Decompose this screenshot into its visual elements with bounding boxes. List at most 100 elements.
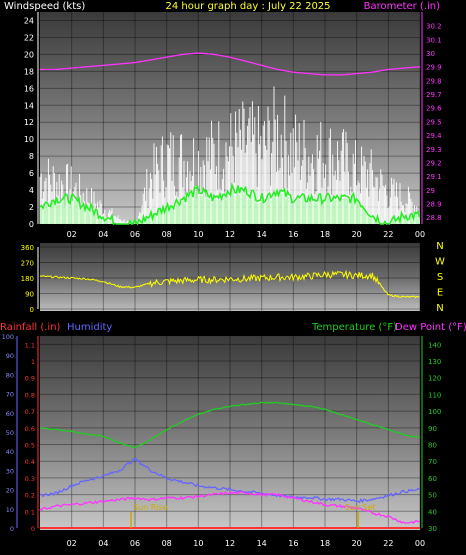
- x-tick-label: 16: [288, 539, 298, 548]
- humidity-tick-label: 70: [6, 391, 14, 399]
- wind-avg-fill: [39, 189, 420, 224]
- windspeed-tick-label: 10: [24, 135, 34, 144]
- windspeed-tick-label: 20: [24, 50, 34, 59]
- temperature-axis: 30 40 50 60 70 80 90 100 110 120 130 140: [421, 336, 441, 533]
- barometer-tick-label: 29.7: [426, 91, 442, 99]
- rainfall-tick-label: 0.6: [25, 425, 35, 433]
- temp-x-axis: 02 04 06 08 10 12 14 16 18 20 22 00: [67, 539, 426, 548]
- barometer-tick-label: 29.4: [426, 132, 442, 140]
- windspeed-tick-label: 12: [24, 118, 34, 127]
- direction-tick-label: 360: [21, 244, 34, 252]
- x-tick-label: 14: [257, 230, 267, 239]
- windspeed-label: Windspeed (kts): [4, 1, 85, 12]
- windspeed-tick-label: 14: [24, 101, 34, 110]
- x-tick-label: 12: [225, 230, 235, 239]
- temp-panel-grid: [40, 336, 421, 529]
- direction-panel-marks: [39, 269, 420, 299]
- humidity-tick-label: 40: [6, 448, 14, 456]
- x-tick-label: 02: [67, 230, 77, 239]
- barometer-tick-label: 29.2: [426, 159, 442, 167]
- direction-panel-grid: [40, 243, 421, 311]
- compass-label: S: [437, 272, 443, 283]
- x-tick-label: 18: [320, 230, 330, 239]
- windspeed-tick-label: 18: [24, 67, 34, 76]
- windspeed-tick-label: 4: [29, 186, 34, 195]
- rainfall-tick-label: 1: [31, 358, 35, 366]
- barometer-tick-label: 29: [426, 187, 435, 195]
- temperature-tick-label: 110: [428, 391, 441, 399]
- dewpoint-line: [39, 491, 420, 525]
- temperature-tick-label: 70: [428, 458, 437, 466]
- x-tick-label: 10: [193, 230, 203, 239]
- direction-tick-label: 180: [21, 275, 34, 283]
- humidity-tick-label: 60: [6, 410, 14, 418]
- humidity-tick-label: 90: [6, 352, 14, 360]
- humidity-tick-label: 0: [10, 525, 14, 533]
- temperature-tick-label: 50: [428, 492, 437, 500]
- barometer-tick-label: 29.6: [426, 105, 442, 113]
- temperature-label: Temperature (°F): [311, 322, 397, 333]
- barometer-tick-label: 28.9: [426, 200, 442, 208]
- humidity-tick-label: 10: [6, 506, 14, 514]
- direction-line: [39, 269, 420, 299]
- x-tick-label: 06: [130, 230, 140, 239]
- rainfall-label: Rainfall (.in): [0, 322, 61, 333]
- temperature-tick-label: 90: [428, 425, 437, 433]
- barometer-tick-label: 29.5: [426, 118, 442, 126]
- humidity-tick-label: 80: [6, 371, 14, 379]
- windspeed-tick-label: 0: [29, 220, 34, 229]
- humidity-tick-label: 100: [2, 333, 14, 341]
- compass-label: N: [436, 303, 443, 314]
- compass-label: E: [437, 288, 443, 299]
- temperature-tick-label: 40: [428, 508, 437, 516]
- temp-panel-marks: [39, 401, 420, 529]
- rainfall-axis: 0 0.1 0.2 0.3 0.4 0.5 0.6 0.7 0.8 0.9 1 1.1: [25, 336, 39, 533]
- x-tick-label: 06: [130, 539, 140, 548]
- barometer-tick-label: 29.9: [426, 64, 442, 72]
- compass-label: N: [436, 241, 443, 252]
- x-tick-label: 20: [352, 230, 362, 239]
- rainfall-tick-label: 0.2: [25, 492, 35, 500]
- wind-x-axis: 02 04 06 08 10 12 14 16 18 20 22 00: [67, 230, 426, 239]
- barometer-label: Barometer (.in): [364, 1, 440, 12]
- rainfall-tick-label: 0.7: [25, 408, 35, 416]
- x-tick-label: 22: [383, 539, 393, 548]
- temperature-tick-label: 30: [428, 525, 437, 533]
- windspeed-tick-label: 16: [24, 84, 34, 93]
- windspeed-tick-label: 24: [24, 16, 34, 25]
- barometer-tick-label: 28.8: [426, 214, 442, 222]
- windspeed-tick-label: 22: [24, 33, 34, 42]
- temperature-tick-label: 60: [428, 475, 437, 483]
- temperature-tick-label: 80: [428, 442, 437, 450]
- x-tick-label: 22: [383, 230, 393, 239]
- barometer-tick-label: 30.2: [426, 23, 442, 31]
- barometer-tick-label: 29.8: [426, 77, 442, 85]
- wind-panel-marks: [39, 52, 421, 226]
- x-tick-label: 14: [257, 539, 267, 548]
- barometer-axis: 28.8 28.9 29 29.1 29.2 29.3 29.4 29.5 29.6 29.7 29…: [421, 12, 442, 224]
- windspeed-tick-label: 6: [29, 169, 34, 178]
- direction-panel-bg: [40, 243, 420, 311]
- barometer-tick-label: 29.1: [426, 173, 442, 181]
- x-tick-label: 04: [98, 539, 108, 548]
- temperature-line: [39, 401, 420, 449]
- barometer-line: [40, 52, 421, 76]
- direction-tick-label: 0: [30, 306, 34, 314]
- x-tick-label: 02: [67, 539, 77, 548]
- x-tick-label: 18: [320, 539, 330, 548]
- x-tick-label: 10: [193, 539, 203, 548]
- barometer-tick-label: 30: [426, 50, 435, 58]
- x-tick-label: 20: [352, 539, 362, 548]
- rainfall-tick-label: 1.1: [25, 341, 35, 349]
- rainfall-tick-label: 0.9: [25, 375, 35, 383]
- rainfall-tick-label: 0.1: [25, 508, 35, 516]
- humidity-tick-label: 50: [6, 429, 14, 437]
- rainfall-tick-label: 0.3: [25, 475, 35, 483]
- x-tick-label: 08: [162, 539, 172, 548]
- barometer-tick-label: 29.3: [426, 146, 442, 154]
- rainfall-tick-label: 0: [31, 525, 35, 533]
- temperature-tick-label: 130: [428, 358, 441, 366]
- direction-tick-label: 90: [25, 291, 34, 299]
- temperature-tick-label: 120: [428, 375, 441, 383]
